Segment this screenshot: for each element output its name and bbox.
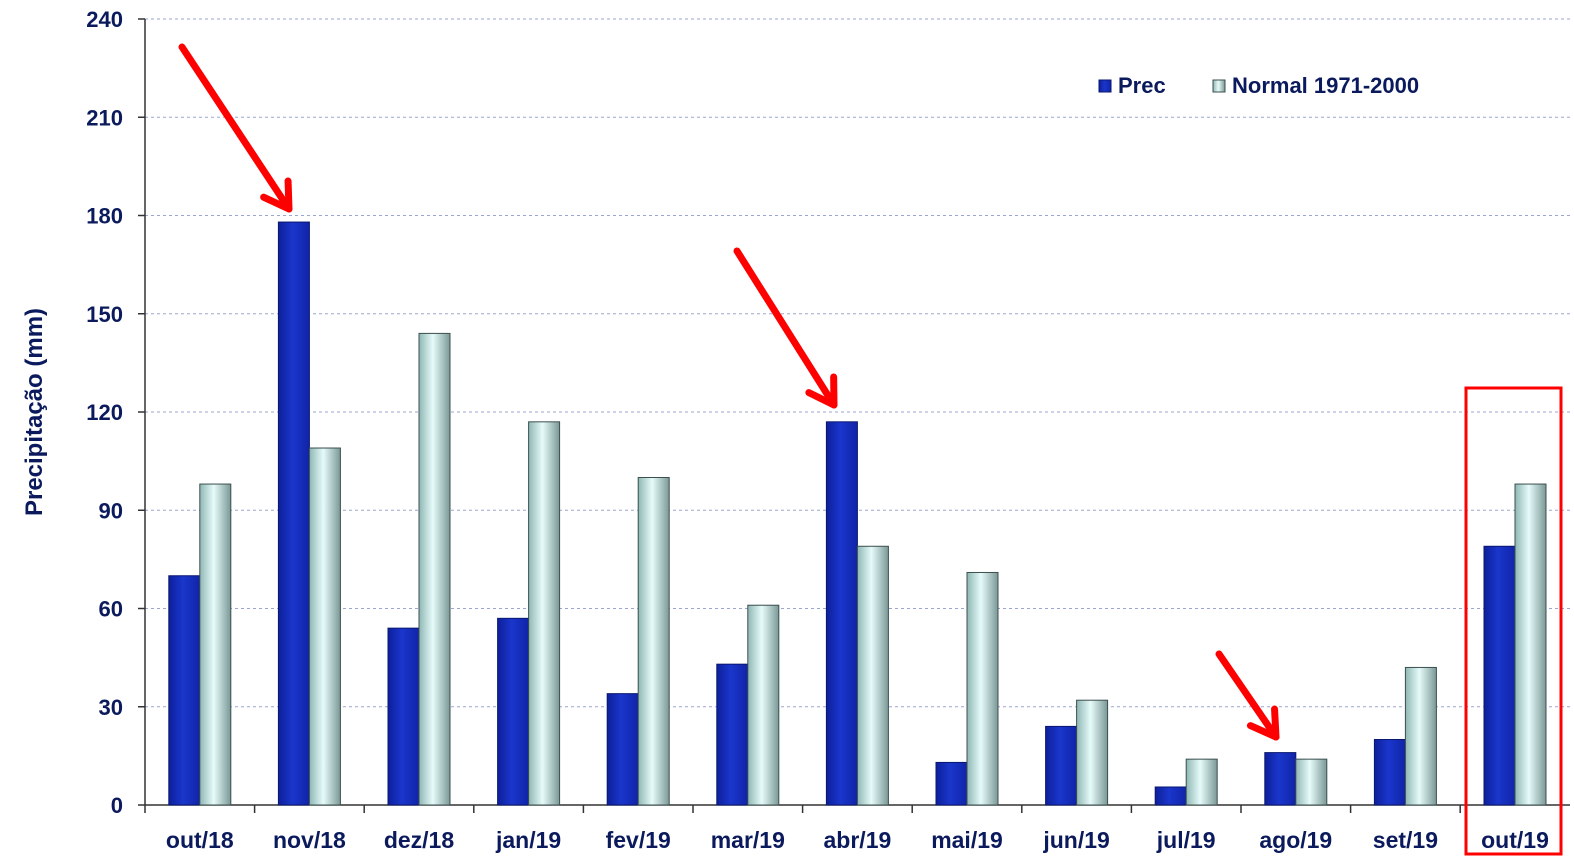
bar-prec: [497, 617, 530, 806]
y-tick-label: 180: [86, 204, 123, 229]
x-tick-label: jul/19: [1156, 827, 1216, 853]
bar-normal: [199, 483, 232, 806]
x-tick-label: mar/19: [711, 827, 785, 853]
y-tick-label: 210: [86, 105, 123, 130]
annotation-layer: [178, 43, 1563, 856]
bar-normal: [1514, 483, 1547, 806]
bar-normal: [637, 477, 670, 806]
legend-label: Prec: [1118, 73, 1166, 98]
bar-prec: [1045, 725, 1078, 806]
legend-swatch: [1098, 79, 1112, 93]
bar-prec: [716, 663, 749, 806]
legend-item: Prec: [1098, 73, 1166, 98]
y-tick-label: 90: [99, 498, 123, 523]
annotation-arrow: [733, 247, 838, 409]
bar-normal: [966, 571, 999, 806]
y-tick-label: 60: [99, 597, 123, 622]
x-tick-label: out/19: [1481, 827, 1549, 853]
bar-prec: [277, 221, 310, 806]
bar-prec: [606, 693, 639, 806]
x-tick-label: jun/19: [1042, 827, 1109, 853]
bar-normal: [856, 545, 889, 806]
annotation-arrowhead: [805, 373, 838, 409]
bar-normal: [308, 447, 341, 806]
y-axis-label: Precipitação (mm): [21, 308, 48, 516]
bar-prec: [825, 421, 858, 806]
x-tick-label: nov/18: [273, 827, 346, 853]
x-tick-label: set/19: [1373, 827, 1438, 853]
annotation-arrow: [1215, 650, 1280, 741]
y-tick-label: 240: [86, 7, 123, 32]
annotation-arrow: [178, 43, 293, 213]
bar-prec: [1264, 752, 1297, 806]
bar-prec: [387, 627, 420, 806]
y-tick-label: 0: [111, 793, 123, 818]
bar-normal: [1295, 758, 1328, 806]
annotation-arrowhead: [1246, 705, 1280, 741]
bar-prec: [168, 575, 201, 806]
label-layer: 0 30 60 90 120 150 180 210 240 Precipitação (mm) o…: [21, 7, 1549, 853]
x-tick-label: abr/19: [824, 827, 892, 853]
x-tick-label: out/18: [166, 827, 234, 853]
y-tick-label: 150: [86, 302, 123, 327]
bar-prec: [935, 761, 968, 806]
bar-normal: [1076, 699, 1109, 806]
bar-normal: [418, 332, 451, 806]
bar-normal: [1404, 666, 1437, 806]
bar-normal: [747, 604, 780, 806]
highlight-box: [1464, 386, 1563, 856]
y-tick-label: 30: [99, 695, 123, 720]
bar-prec: [1154, 786, 1187, 806]
bar-normal: [528, 421, 561, 806]
legend: Prec Normal 1971-2000: [1098, 73, 1419, 98]
bar-layer: [168, 221, 1547, 806]
x-tick-label: mai/19: [931, 827, 1003, 853]
annotation-arrowhead: [260, 177, 293, 213]
bar-prec: [1483, 545, 1516, 806]
legend-label: Normal 1971-2000: [1232, 73, 1419, 98]
y-tick-label: 120: [86, 400, 123, 425]
legend-item: Normal 1971-2000: [1212, 73, 1419, 98]
bar-normal: [1185, 758, 1218, 806]
x-tick-label: jan/19: [495, 827, 561, 853]
x-tick-label: ago/19: [1259, 827, 1332, 853]
bar-prec: [1373, 739, 1406, 806]
x-tick-label: dez/18: [384, 827, 455, 853]
legend-swatch: [1212, 79, 1226, 93]
x-tick-label: fev/19: [606, 827, 671, 853]
